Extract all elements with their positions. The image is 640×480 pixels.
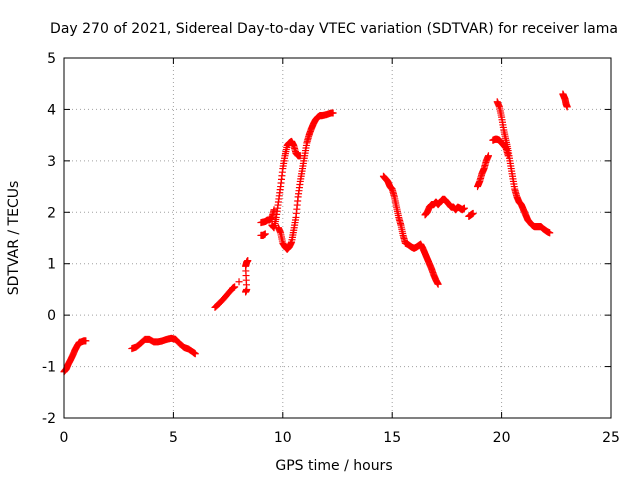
y-ticks: -2 -1 0 1 2 3 4 5 [42,51,611,427]
x-axis-label: GPS time / hours [275,458,392,474]
y-tick-label: 4 [47,102,56,118]
data-point [469,209,477,217]
data-point [329,109,337,117]
data-point [261,230,269,238]
data-point [231,283,239,291]
data-points [60,90,571,376]
y-tick-label: 5 [47,51,56,67]
y-axis-label: SDTVAR / TECUs [6,181,22,296]
y-tick-label: 2 [47,205,56,221]
data-point [244,257,252,265]
data-point [546,229,554,237]
x-tick-label: 15 [383,430,401,446]
data-point [235,278,243,286]
x-tick-label: 0 [60,430,69,446]
data-point [270,206,278,214]
data-point [434,280,442,288]
grid [64,58,611,418]
y-tick-label: 0 [47,308,56,324]
x-tick-label: 5 [169,430,178,446]
data-point [484,152,492,160]
y-tick-label: 1 [47,257,56,273]
y-tick-label: -2 [42,411,56,427]
data-point [82,337,90,345]
y-tick-label: -1 [42,360,56,376]
data-point [460,204,468,212]
y-tick-label: 3 [47,154,56,170]
x-ticks: 0 5 10 15 20 25 [60,58,620,446]
data-point [563,103,571,111]
x-tick-label: 10 [274,430,292,446]
chart-title: Day 270 of 2021, Sidereal Day-to-day VTE… [50,21,618,37]
x-tick-label: 20 [493,430,511,446]
x-tick-label: 25 [602,430,620,446]
plot-frame [63,57,612,419]
data-point [191,350,199,358]
